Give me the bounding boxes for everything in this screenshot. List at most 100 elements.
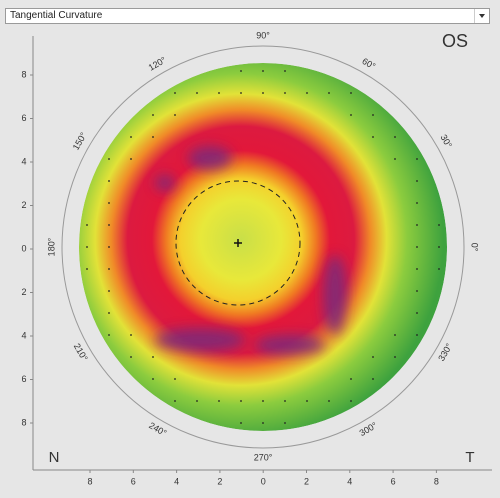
grid-dot xyxy=(108,246,110,248)
grid-dot xyxy=(416,290,418,292)
bottom-axis-label: 4 xyxy=(347,476,352,486)
temporal-label: T xyxy=(465,449,474,466)
eye-label: OS xyxy=(442,31,468,51)
grid-dot xyxy=(174,114,176,116)
left-axis-label: 2 xyxy=(21,200,26,210)
grid-dot xyxy=(218,92,220,94)
bottom-axis-label: 4 xyxy=(174,476,179,486)
bottom-axis-label: 0 xyxy=(261,476,266,486)
grid-dot xyxy=(130,158,132,160)
angle-label: 90° xyxy=(256,30,270,40)
angle-label: 270° xyxy=(254,452,273,462)
grid-dot xyxy=(218,400,220,402)
grid-dot xyxy=(416,202,418,204)
grid-dot xyxy=(240,70,242,72)
grid-dot xyxy=(438,224,440,226)
angle-label: 180° xyxy=(46,237,56,256)
grid-dot xyxy=(284,70,286,72)
left-axis-label: 6 xyxy=(21,113,26,123)
grid-dot xyxy=(416,158,418,160)
grid-dot xyxy=(416,180,418,182)
grid-dot xyxy=(108,202,110,204)
left-axis-label: 0 xyxy=(21,243,26,253)
left-axis-label: 8 xyxy=(21,417,26,427)
grid-dot xyxy=(86,224,88,226)
angle-label: 60° xyxy=(360,56,377,72)
grid-dot xyxy=(130,334,132,336)
grid-dot xyxy=(196,92,198,94)
grid-dot xyxy=(394,158,396,160)
grid-dot xyxy=(350,400,352,402)
left-axis-label: 4 xyxy=(21,156,26,166)
bottom-axis-label: 2 xyxy=(304,476,309,486)
color-map xyxy=(79,63,447,431)
left-axis-label: 2 xyxy=(21,287,26,297)
grid-dot xyxy=(416,246,418,248)
pupil-outline xyxy=(175,180,301,306)
grid-dot xyxy=(108,268,110,270)
grid-dot xyxy=(240,422,242,424)
grid-dot xyxy=(416,312,418,314)
outer-ring xyxy=(61,45,465,449)
bottom-axis-label: 6 xyxy=(391,476,396,486)
grid-dot xyxy=(328,92,330,94)
grid-dot xyxy=(174,378,176,380)
left-axis-label: 8 xyxy=(21,69,26,79)
angle-label: 0° xyxy=(470,243,480,252)
grid-dot xyxy=(394,334,396,336)
grid-dot xyxy=(350,378,352,380)
grid-dot xyxy=(372,136,374,138)
grid-dot xyxy=(152,114,154,116)
grid-dot xyxy=(262,422,264,424)
grid-dot xyxy=(394,356,396,358)
angle-label: 30° xyxy=(439,133,455,150)
grid-dot xyxy=(174,92,176,94)
grid-dot xyxy=(416,334,418,336)
grid-dot xyxy=(240,92,242,94)
grid-dot xyxy=(350,114,352,116)
grid-dot xyxy=(306,92,308,94)
grid-dot xyxy=(328,400,330,402)
angle-label: 150° xyxy=(71,130,89,151)
grid-dot xyxy=(108,312,110,314)
dropdown-text: Tangential Curvature xyxy=(10,10,103,21)
bottom-axis-label: 2 xyxy=(217,476,222,486)
grid-dot xyxy=(284,422,286,424)
grid-dot xyxy=(306,400,308,402)
grid-dot xyxy=(240,400,242,402)
grid-dot xyxy=(438,268,440,270)
angle-label: 120° xyxy=(147,55,168,73)
grid-dot xyxy=(108,224,110,226)
bottom-axis-label: 6 xyxy=(131,476,136,486)
grid-dot xyxy=(152,378,154,380)
grid-dot xyxy=(262,70,264,72)
grid-dot xyxy=(152,356,154,358)
grid-dot xyxy=(372,114,374,116)
grid-dot xyxy=(394,136,396,138)
view-dropdown[interactable]: Tangential Curvature xyxy=(5,8,490,24)
grid-dot xyxy=(130,356,132,358)
grid-dot xyxy=(108,334,110,336)
grid-dot xyxy=(284,400,286,402)
bottom-axis-label: 8 xyxy=(87,476,92,486)
grid-dot xyxy=(108,290,110,292)
grid-dot xyxy=(130,136,132,138)
grid-dot xyxy=(152,136,154,138)
grid-dot xyxy=(196,400,198,402)
grid-dot xyxy=(108,180,110,182)
grid-dot xyxy=(438,246,440,248)
dropdown-arrow[interactable] xyxy=(474,9,489,23)
left-axis-label: 4 xyxy=(21,330,26,340)
grid-dot xyxy=(262,92,264,94)
grid-dot xyxy=(372,378,374,380)
grid-dot xyxy=(108,158,110,160)
grid-dot xyxy=(416,268,418,270)
bottom-axis-label: 8 xyxy=(434,476,439,486)
left-axis-label: 6 xyxy=(21,374,26,384)
center-mark xyxy=(234,239,242,247)
grid-dot xyxy=(86,268,88,270)
grid-dot xyxy=(284,92,286,94)
grid-dot xyxy=(174,400,176,402)
